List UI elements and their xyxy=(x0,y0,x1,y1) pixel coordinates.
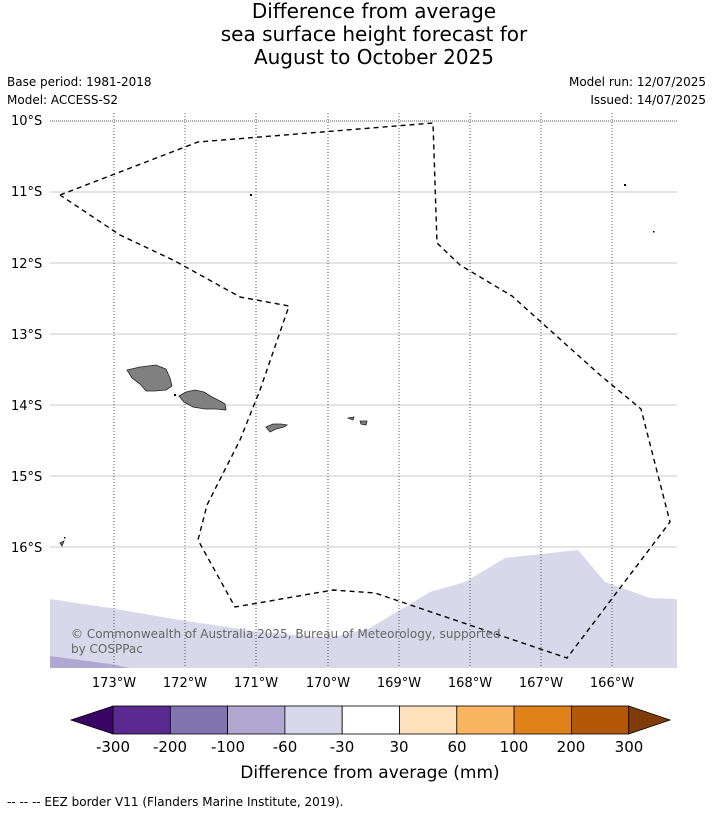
upolu-island xyxy=(178,389,227,411)
lon-label: 166°W xyxy=(590,676,634,691)
colorbar-tick: -30 xyxy=(330,738,355,756)
colorbar-tick: -200 xyxy=(153,738,187,756)
anomaly-area-light xyxy=(50,550,677,668)
colorbar xyxy=(69,705,672,735)
copyright-line-2: by COSPPac xyxy=(71,642,143,656)
title-line-2: sea surface height forecast for xyxy=(220,22,528,46)
lat-label: 14°S xyxy=(11,399,42,414)
colorbar-extend-high xyxy=(628,705,672,735)
model-name: Model: ACCESS-S2 xyxy=(7,93,119,107)
tutuila-island xyxy=(265,423,289,433)
meta-right: Model run: 12/07/2025 Issued: 14/07/2025 xyxy=(569,73,706,109)
eez-samoa-border xyxy=(59,122,671,659)
colorbar-segment xyxy=(456,705,515,735)
colorbar-segment xyxy=(341,705,400,735)
meta-left: Base period: 1981-2018 Model: ACCESS-S2 xyxy=(7,73,152,109)
tiny-islets xyxy=(64,184,655,539)
lon-label: 173°W xyxy=(92,676,136,691)
copyright-line-1: © Commonwealth of Australia 2025, Bureau… xyxy=(71,627,501,641)
lon-labels: 173°W 172°W 171°W 170°W 169°W 168°W 167°… xyxy=(92,676,634,691)
colorbar-ticks: -300 -200 -100 -60 -30 30 60 100 200 300 xyxy=(96,738,643,756)
model-run: Model run: 12/07/2025 xyxy=(568,75,706,89)
colorbar-tick: 200 xyxy=(557,738,586,756)
colorbar-tick: 30 xyxy=(389,738,408,756)
colorbar-tick: -300 xyxy=(96,738,130,756)
colorbar-segment xyxy=(571,705,630,735)
colorbar-segment xyxy=(399,705,458,735)
lat-label: 10°S xyxy=(11,114,42,129)
lon-label: 171°W xyxy=(234,676,278,691)
colorbar-segment xyxy=(227,705,286,735)
tau-island xyxy=(359,420,368,426)
eez-legend-note: -- -- -- EEZ border V11 (Flanders Marine… xyxy=(7,795,344,809)
lon-label: 170°W xyxy=(306,676,350,691)
lon-label: 172°W xyxy=(163,676,207,691)
small-islet xyxy=(59,540,65,547)
colorbar-tick: -100 xyxy=(211,738,245,756)
colorbar-tick: 60 xyxy=(447,738,466,756)
lon-label: 169°W xyxy=(377,676,421,691)
base-period: Base period: 1981-2018 xyxy=(7,75,152,89)
colorbar-segment xyxy=(284,705,343,735)
savaii-island xyxy=(126,364,173,392)
title-line-1: Difference from average xyxy=(251,0,497,23)
land-masses xyxy=(59,364,368,547)
lon-label: 167°W xyxy=(519,676,563,691)
anomaly-area-medium xyxy=(50,656,130,668)
lat-label: 15°S xyxy=(11,470,42,485)
issued-date: Issued: 14/07/2025 xyxy=(590,93,706,107)
colorbar-tick: 100 xyxy=(500,738,529,756)
colorbar-tick: 300 xyxy=(615,738,644,756)
map-title: Difference from average sea surface heig… xyxy=(0,0,713,69)
colorbar-tick: -60 xyxy=(273,738,298,756)
lon-gridlines xyxy=(113,113,613,668)
lat-label: 13°S xyxy=(11,328,42,343)
lat-labels: 10°S 11°S 12°S 13°S 14°S 15°S 16°S xyxy=(11,114,42,556)
lat-gridlines xyxy=(50,191,677,548)
anomaly-shading xyxy=(50,550,677,668)
colorbar-segment xyxy=(169,705,229,735)
colorbar-segment xyxy=(112,705,171,735)
eez-borders xyxy=(59,122,671,659)
title-line-3: August to October 2025 xyxy=(253,45,495,69)
lat-label: 16°S xyxy=(11,541,42,556)
colorbar-segment xyxy=(513,705,572,735)
lat-label: 11°S xyxy=(11,185,42,200)
ofu-island xyxy=(346,416,355,421)
colorbar-extend-low xyxy=(69,705,114,735)
lon-label: 168°W xyxy=(448,676,492,691)
colorbar-title: Difference from average (mm) xyxy=(240,763,499,783)
lat-label: 12°S xyxy=(11,257,42,272)
